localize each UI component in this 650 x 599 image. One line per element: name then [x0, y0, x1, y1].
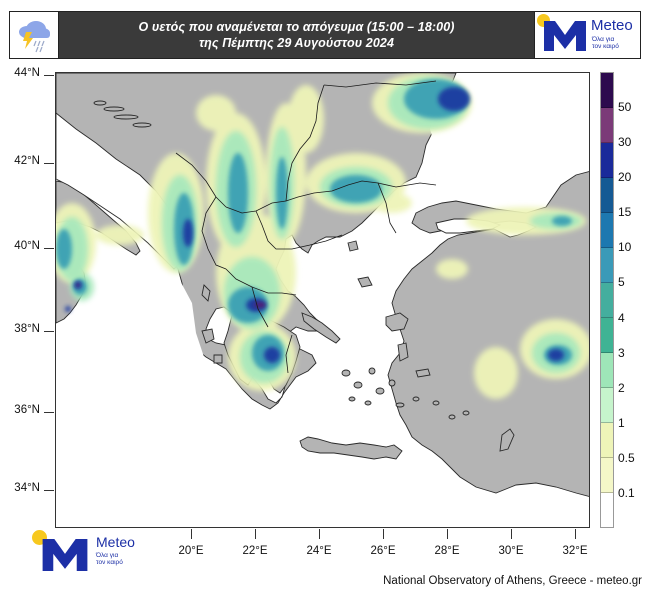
- dalmatian-islands: [93, 100, 152, 128]
- precipitation-map: [55, 72, 590, 528]
- colorbar-segment: [601, 108, 613, 143]
- map-title: Ο υετός που αναμένεται το απόγευμα (15:0…: [59, 12, 534, 58]
- lon-label-24: 24°E: [306, 545, 332, 557]
- lon-tick-28: [447, 529, 448, 539]
- colorbar-segment: [601, 423, 613, 458]
- header-logo: Meteo Όλα για τον καιρό: [534, 12, 640, 58]
- samos-land: [415, 368, 431, 378]
- colorbar-label: 2: [618, 380, 625, 395]
- colorbar-segment: [601, 73, 613, 108]
- lon-tick-26: [383, 529, 384, 539]
- lon-label-20: 20°E: [178, 545, 204, 557]
- credit-text: National Observatory of Athens, Greece -…: [383, 575, 642, 587]
- colorbar-label: 0.1: [618, 485, 635, 500]
- colorbar-segment: [601, 353, 613, 388]
- meteo-m-icon: [544, 21, 586, 51]
- colorbar-segment: [601, 493, 613, 527]
- zakynthos-land: [213, 354, 223, 364]
- weather-icon-box: [10, 12, 59, 58]
- colorbar-label: 30: [618, 135, 632, 150]
- logo-tagline-2: τον καιρό: [592, 43, 619, 50]
- colorbar-label: 3: [618, 345, 625, 360]
- colorbar-label: 5: [618, 275, 625, 290]
- colorbar-label: 0.5: [618, 450, 635, 465]
- lon-tick-32: [575, 529, 576, 539]
- rhodes-land: [499, 428, 515, 452]
- thunderstorm-rain-icon: [19, 21, 50, 53]
- colorbar-label: 15: [618, 205, 632, 220]
- colorbar-segment: [601, 388, 613, 423]
- colorbar-label: 50: [618, 100, 632, 115]
- lon-tick-20: [191, 529, 192, 539]
- lat-label-40: 40°N: [14, 240, 40, 252]
- meteo-m-icon: [42, 539, 88, 571]
- header-banner: Ο υετός που αναμένεται το απόγευμα (15:0…: [9, 11, 641, 59]
- lat-tick-38: [44, 331, 54, 332]
- colorbar-label: 4: [618, 310, 625, 325]
- lat-label-42: 42°N: [14, 155, 40, 167]
- ionian-sea: [56, 253, 286, 527]
- corfu-land: [201, 284, 211, 302]
- chios-land: [397, 342, 409, 362]
- colorbar-segment: [601, 213, 613, 248]
- lat-tick-34: [44, 490, 54, 491]
- cyclades-islands: [341, 367, 470, 420]
- title-line-1: Ο υετός που αναμένεται το απόγευμα (15:0…: [138, 20, 455, 34]
- footer-meteo-logo: Meteo Όλα για τον καιρό: [30, 528, 140, 574]
- lat-label-36: 36°N: [14, 404, 40, 416]
- lat-tick-44: [44, 75, 54, 76]
- country-borders: [175, 80, 437, 374]
- lon-tick-30: [511, 529, 512, 539]
- map-canvas: [56, 73, 589, 527]
- crete-land: [299, 436, 403, 460]
- lon-label-28: 28°E: [434, 545, 460, 557]
- colorbar-segment: [601, 248, 613, 283]
- limnos-land: [357, 276, 373, 288]
- logo-tagline-1: Όλα για: [96, 552, 119, 559]
- euboea-land: [301, 312, 341, 344]
- lat-tick-40: [44, 248, 54, 249]
- precipitation-colorbar: [600, 72, 614, 528]
- lat-tick-36: [44, 412, 54, 413]
- precipitation-field: [56, 73, 589, 399]
- lat-label-38: 38°N: [14, 323, 40, 335]
- colorbar-segment: [601, 143, 613, 178]
- kefalonia-land: [201, 328, 215, 344]
- title-line-2: της Πέμπτης 29 Αυγούστου 2024: [198, 36, 395, 50]
- colorbar-label: 10: [618, 240, 632, 255]
- thasos-land: [347, 240, 359, 252]
- colorbar-segment: [601, 283, 613, 318]
- lon-label-26: 26°E: [370, 545, 396, 557]
- lon-tick-22: [255, 529, 256, 539]
- lon-tick-24: [319, 529, 320, 539]
- lon-label-30: 30°E: [498, 545, 524, 557]
- logo-brand: Meteo: [96, 534, 135, 550]
- colorbar-label: 20: [618, 170, 632, 185]
- logo-tagline-2: τον καιρό: [96, 559, 123, 566]
- lesbos-land: [385, 312, 409, 332]
- colorbar-segment: [601, 318, 613, 353]
- colorbar-segment: [601, 458, 613, 493]
- lat-tick-42: [44, 163, 54, 164]
- lon-label-22: 22°E: [242, 545, 268, 557]
- colorbar-segment: [601, 178, 613, 213]
- meteo-logo: Meteo Όλα για τον καιρό: [535, 12, 640, 58]
- lat-label-44: 44°N: [14, 67, 40, 79]
- logo-tagline-1: Όλα για: [592, 36, 615, 43]
- lat-label-34: 34°N: [14, 482, 40, 494]
- colorbar-label: 1: [618, 415, 625, 430]
- lon-label-32: 32°E: [562, 545, 588, 557]
- logo-brand: Meteo: [591, 17, 633, 34]
